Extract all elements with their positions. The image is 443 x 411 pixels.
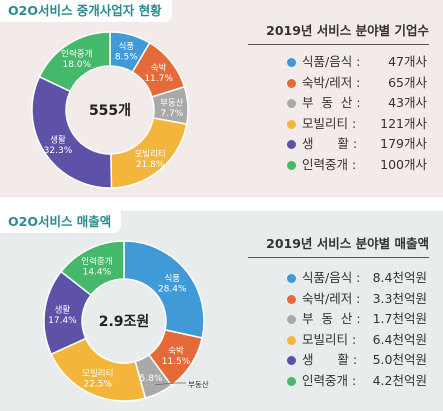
- legend-value: 6.4천억원: [372, 331, 427, 347]
- company-count-panel: O2O서비스 중개사업자 현황 식품 8.5% 숙박 11.7% 부동산 7.7% 모빌리티…: [0, 0, 443, 197]
- legend-item-food: 식품/음식 : 47개사: [287, 52, 437, 73]
- legend-item-food: 식품/음식 : 8.4천억원: [287, 268, 437, 289]
- legend-item-realestate: 부 동 산 : 1.7천억원: [287, 309, 437, 330]
- legend-label: 식품/음식 :: [302, 270, 361, 285]
- legend-item-living: 생 활 : 179개사: [287, 134, 437, 155]
- legend-item-mobility: 모빌리티 : 121개사: [287, 114, 437, 135]
- slice-percent-lodging: 11.7%: [144, 74, 173, 84]
- legend-dot-icon: [287, 274, 296, 283]
- legend-dot-icon: [287, 294, 296, 304]
- legend-item-staffing: 인력중개 : 100개사: [287, 155, 437, 176]
- title-underline: [248, 257, 429, 258]
- legend-label: 생 활 :: [302, 136, 358, 151]
- legend-label: 인력중개 :: [302, 156, 357, 172]
- slice-label-realestate: 부동산: [188, 379, 209, 389]
- legend-label: 모빌리티 :: [302, 115, 357, 131]
- slice-label-living: 생활: [55, 305, 71, 316]
- slice-percent-realestate: 7.7%: [160, 109, 183, 119]
- donut-slice-living: [31, 75, 113, 189]
- slice-percent-food: 8.5%: [115, 53, 138, 63]
- legend-label: 생 활 :: [302, 352, 358, 367]
- legend-label: 모빌리티 :: [302, 331, 357, 347]
- legend-dot-icon: [287, 315, 296, 324]
- legend-label: 부 동 산 :: [302, 95, 361, 110]
- legend-dot-icon: [287, 58, 296, 67]
- legend-item-lodging: 숙박/레저 : 3.3천억원: [287, 289, 437, 310]
- leader-line: [155, 382, 186, 386]
- slice-label-mobility: 모빌리티: [134, 148, 165, 159]
- donut-center-label: 555개: [89, 103, 131, 119]
- slice-label-food: 식품: [119, 42, 135, 52]
- legend-label: 인력중개 :: [302, 372, 357, 388]
- legend-label: 숙박/레저 :: [302, 74, 361, 90]
- slice-label-food: 식품: [164, 274, 180, 284]
- slice-percent-living: 32.3%: [44, 146, 73, 156]
- legend-dot-icon: [287, 119, 296, 129]
- slice-label-lodging: 숙박: [168, 346, 184, 357]
- legend-value: 3.3천억원: [372, 290, 427, 306]
- slice-percent-food: 28.4%: [158, 285, 187, 295]
- legend-value: 65개사: [388, 74, 427, 90]
- slice-label-staffing: 인력중개: [81, 256, 112, 267]
- slice-percent-mobility: 21.8%: [136, 160, 165, 170]
- legend-value: 1.7천억원: [372, 311, 427, 326]
- legend-item-staffing: 인력중개 : 4.2천억원: [287, 371, 437, 392]
- revenue-panel: O2O서비스 매출액 식품 28.4% 숙박 11.5% 부동산 5.8% 모빌리티 22.5…: [0, 211, 443, 411]
- donut-center-label: 2.9조원: [99, 314, 150, 330]
- donut-slice-food: [123, 240, 205, 339]
- legend-dot-icon: [287, 376, 296, 386]
- legend-dot-icon: [287, 160, 296, 170]
- legend-dot-icon: [287, 99, 296, 108]
- slice-percent-living: 17.4%: [48, 316, 77, 326]
- slice-percent-staffing: 14.4%: [83, 268, 112, 278]
- legend-value: 179개사: [380, 136, 427, 151]
- legend-item-living: 생 활 : 5.0천억원: [287, 350, 437, 371]
- legend-label: 숙박/레저 :: [302, 290, 361, 306]
- legend-value: 5.0천억원: [372, 352, 427, 367]
- legend-item-realestate: 부 동 산 : 43개사: [287, 93, 437, 114]
- legend-dot-icon: [287, 335, 296, 345]
- slice-percent-mobility: 22.5%: [83, 380, 112, 390]
- slice-percent-staffing: 18.0%: [62, 60, 91, 70]
- legend-dot-icon: [287, 140, 296, 149]
- slice-percent-realestate: 5.8%: [140, 374, 163, 384]
- legend-dot-icon: [287, 356, 296, 365]
- slice-label-lodging: 숙박: [151, 63, 167, 74]
- slice-label-staffing: 인력중개: [61, 49, 92, 60]
- title-underline: [248, 44, 429, 45]
- section2-title: O2O서비스 매출액: [0, 211, 122, 233]
- legend-value: 100개사: [380, 156, 427, 172]
- donut-slice-staffing: [60, 240, 125, 297]
- legend-label: 부 동 산 :: [302, 311, 361, 326]
- section1-title: O2O서비스 중개사업자 현황: [0, 0, 172, 22]
- legend-label: 식품/음식 :: [302, 54, 361, 69]
- legend-dot-icon: [287, 78, 296, 88]
- legend-value: 8.4천억원: [372, 270, 427, 285]
- donut-slice-mobility: [50, 337, 147, 402]
- legend-item-mobility: 모빌리티 : 6.4천억원: [287, 330, 437, 351]
- legend-item-lodging: 숙박/레저 : 65개사: [287, 73, 437, 94]
- legend-value: 47개사: [388, 54, 427, 69]
- legend-value: 43개사: [388, 95, 427, 110]
- slice-percent-lodging: 11.5%: [162, 357, 191, 367]
- donut-slice-staffing: [38, 31, 111, 93]
- legend-value: 121개사: [380, 115, 427, 131]
- slice-label-mobility: 모빌리티: [82, 368, 113, 379]
- slice-label-living: 생활: [50, 135, 66, 146]
- section1-right-title: 2019년 서비스 분야별 기업수: [266, 23, 429, 38]
- slice-label-realestate: 부동산: [160, 97, 184, 108]
- section2-right-title: 2019년 서비스 분야별 매출액: [266, 236, 429, 251]
- legend-value: 4.2천억원: [372, 372, 427, 388]
